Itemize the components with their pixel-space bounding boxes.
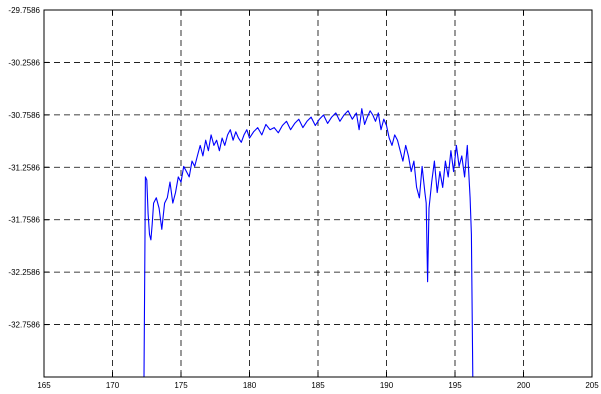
y-axis-tick-labels: -29.7586 -30.2586 -30.7586 -31.2586 -31.7586… <box>8 6 40 330</box>
x-tick-label: 195 <box>448 381 462 390</box>
x-tick-label: 180 <box>243 381 257 390</box>
plot-border <box>43 9 593 378</box>
y-tick-label: -31.7586 <box>8 216 40 225</box>
axis-ticks <box>43 9 593 377</box>
x-tick-label: 190 <box>380 381 394 390</box>
x-tick-label: 200 <box>517 381 531 390</box>
y-tick-label: -31.2586 <box>8 163 40 172</box>
y-tick-label: -30.7586 <box>8 111 40 120</box>
x-tick-label: 165 <box>37 381 51 390</box>
series-group <box>143 108 474 378</box>
x-axis-tick-labels: 165 170 175 180 185 190 195 200 205 <box>37 381 599 390</box>
x-tick-label: 185 <box>311 381 325 390</box>
y-tick-label: -29.7586 <box>8 6 40 15</box>
x-tick-label: 205 <box>585 381 599 390</box>
x-tick-label: 175 <box>174 381 188 390</box>
y-tick-label: -32.2586 <box>8 268 40 277</box>
x-tick-label: 170 <box>106 381 120 390</box>
y-tick-label: -32.7586 <box>8 321 40 330</box>
y-tick-label: -30.2586 <box>8 58 40 67</box>
grid <box>44 10 592 377</box>
series-line-1 <box>143 108 474 378</box>
